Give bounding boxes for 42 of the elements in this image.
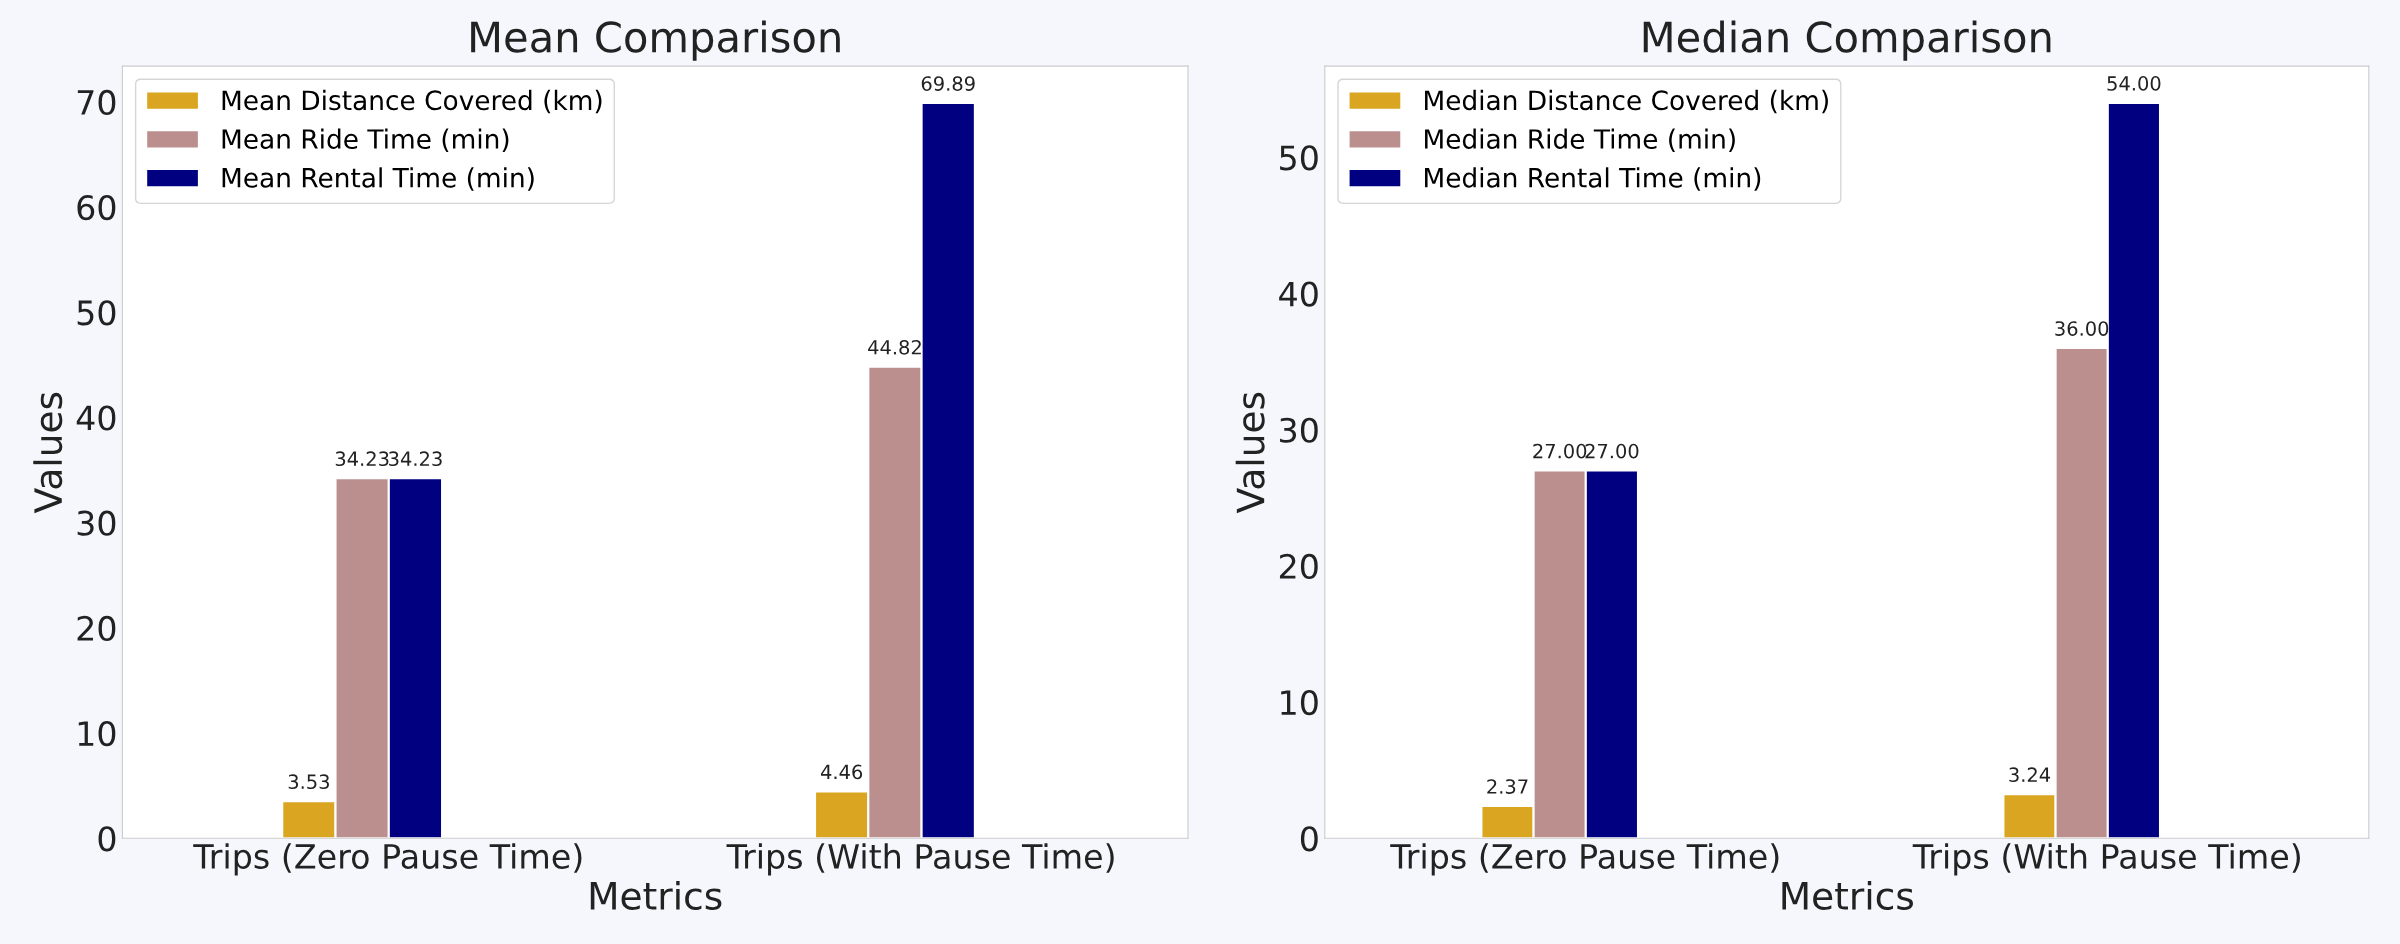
chart-title: Mean Comparison [471,20,840,61]
y-tick-label: 40 [1279,281,1318,307]
x-tick-label: Trips (With Pause Time) [726,843,1114,876]
y-tick-label: 0 [1300,826,1318,852]
y-tick-label: 20 [77,615,116,641]
data-label: 3.53 [288,774,329,790]
data-label: 54.00 [2107,76,2161,91]
y-axis-title: Values [1235,392,1265,514]
y-tick-label: 50 [1280,145,1318,171]
x-axis-title: Metrics [590,880,722,910]
chart-title: Median Comparison [1643,20,2051,61]
y-tick-label: 60 [77,194,116,221]
data-label: 34.23 [389,451,442,467]
y-tick-label: 10 [78,720,116,747]
y-tick-label: 10 [1281,690,1318,716]
y-tick-label: 30 [77,510,116,536]
data-label: 2.37 [1487,779,1528,794]
legend-label: Mean Ride Time (min) [222,128,509,153]
y-tick-label: 30 [1280,417,1318,443]
y-tick-label: 20 [1279,553,1318,580]
data-label: 27.00 [1585,443,1639,459]
data-label: 4.46 [820,764,863,780]
legend-label: Median Rental Time (min) [1425,167,1761,191]
legend-label: Median Distance Covered (km) [1425,89,1828,114]
y-tick-label: 40 [76,405,116,431]
data-label: 44.82 [868,339,921,355]
data-label: 27.00 [1533,443,1587,459]
y-axis-title: Values [33,392,63,514]
legend-label: Mean Rental Time (min) [222,167,534,191]
legend-label: Median Ride Time (min) [1425,128,1735,153]
legend-label: Mean Distance Covered (km) [222,89,602,114]
data-label: 69.89 [921,76,975,91]
data-label: 34.23 [335,451,389,467]
y-tick-label: 70 [77,89,116,115]
x-tick-label: Trips (With Pause Time) [1912,843,2300,876]
x-tick-label: Trips (Zero Pause Time) [193,843,582,876]
y-tick-label: 0 [98,826,116,852]
data-label: 36.00 [2055,321,2109,336]
x-tick-label: Trips (Zero Pause Time) [1390,843,1779,876]
x-axis-title: Metrics [1782,880,1914,910]
data-label: 3.24 [2009,767,2051,783]
y-tick-label: 50 [77,300,116,326]
